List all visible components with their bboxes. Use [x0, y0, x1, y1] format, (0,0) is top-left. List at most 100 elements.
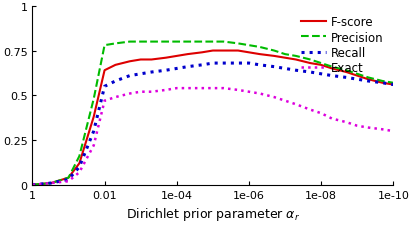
Precision [49, 182, 54, 184]
F-score [272, 55, 276, 58]
Line: F-score: F-score [33, 51, 393, 185]
Recall [365, 80, 370, 83]
Recall [391, 84, 396, 87]
Precision [236, 43, 241, 45]
F-score [318, 64, 323, 67]
Line: Precision: Precision [33, 42, 393, 185]
Exact [127, 93, 132, 95]
Recall [272, 66, 276, 69]
F-score [149, 59, 154, 62]
Recall [199, 64, 204, 67]
Recall [30, 184, 35, 186]
Precision [365, 77, 370, 79]
F-score [77, 162, 82, 165]
Precision [211, 41, 215, 44]
Exact [391, 130, 396, 133]
Precision [77, 155, 82, 158]
Precision [185, 41, 190, 44]
Precision [30, 184, 35, 186]
Precision [149, 41, 154, 44]
Precision [344, 70, 349, 72]
Precision [293, 55, 298, 58]
Exact [330, 118, 335, 120]
Precision [113, 43, 118, 45]
F-score [283, 57, 288, 60]
Recall [174, 68, 179, 70]
F-score [127, 61, 132, 63]
Exact [149, 91, 154, 94]
Recall [127, 75, 132, 78]
Recall [318, 73, 323, 76]
F-score [102, 70, 107, 72]
Exact [308, 109, 313, 111]
Precision [318, 62, 323, 65]
F-score [49, 182, 54, 184]
F-score [138, 59, 143, 62]
Exact [66, 180, 71, 183]
F-score [221, 50, 226, 53]
Recall [102, 86, 107, 88]
Exact [365, 127, 370, 129]
Precision [66, 176, 71, 179]
Recall [164, 70, 169, 72]
Exact [138, 91, 143, 94]
Recall [66, 178, 71, 181]
Exact [185, 87, 190, 90]
F-score [91, 116, 96, 119]
Recall [211, 62, 215, 65]
Recall [113, 80, 118, 83]
F-score [258, 54, 262, 56]
Recall [283, 68, 288, 70]
Recall [344, 77, 349, 79]
Exact [30, 184, 35, 186]
Exact [283, 100, 288, 103]
Recall [77, 166, 82, 169]
F-score [365, 79, 370, 81]
F-score [174, 55, 179, 58]
F-score [344, 71, 349, 74]
Exact [380, 128, 385, 131]
Precision [380, 80, 385, 83]
F-score [30, 184, 35, 186]
Exact [199, 87, 204, 90]
Precision [258, 46, 262, 49]
Precision [355, 73, 360, 76]
Exact [246, 91, 251, 94]
Precision [102, 45, 107, 47]
Recall [355, 79, 360, 81]
F-score [211, 50, 215, 53]
F-score [164, 57, 169, 60]
Exact [211, 87, 215, 90]
F-score [236, 50, 241, 53]
Exact [236, 89, 241, 92]
Recall [138, 73, 143, 76]
Recall [221, 62, 226, 65]
Exact [344, 121, 349, 124]
Precision [91, 98, 96, 101]
Recall [258, 64, 262, 67]
Precision [199, 41, 204, 44]
Recall [330, 75, 335, 78]
Exact [355, 125, 360, 128]
Exact [102, 100, 107, 103]
F-score [293, 59, 298, 62]
Legend: F-score, Precision, Recall, Exact: F-score, Precision, Recall, Exact [297, 13, 387, 79]
F-score [246, 52, 251, 54]
Exact [293, 104, 298, 106]
Recall [185, 66, 190, 69]
Precision [391, 82, 396, 85]
Exact [49, 182, 54, 184]
Exact [221, 87, 226, 90]
Precision [283, 54, 288, 56]
Exact [258, 93, 262, 95]
F-score [380, 82, 385, 85]
F-score [391, 84, 396, 87]
Recall [236, 62, 241, 65]
F-score [355, 75, 360, 78]
Exact [174, 87, 179, 90]
F-score [113, 64, 118, 67]
Recall [380, 82, 385, 85]
F-score [330, 68, 335, 70]
Precision [174, 41, 179, 44]
Recall [293, 70, 298, 72]
